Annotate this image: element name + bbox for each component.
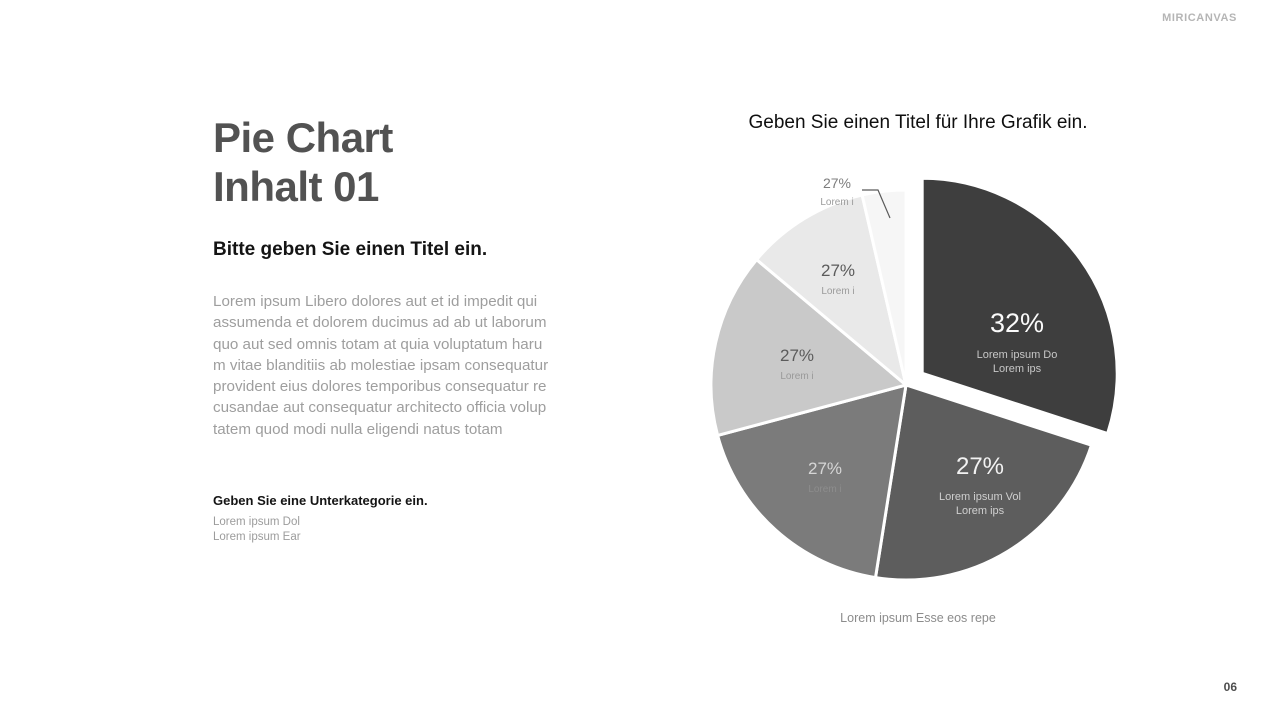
pie-slice-1 [920, 176, 1119, 435]
pie-slice-5 [755, 193, 908, 387]
pie-svg [709, 176, 1119, 582]
chart-area: Geben Sie einen Titel für Ihre Grafik ei… [696, 112, 1140, 642]
chart-caption: Lorem ipsum Esse eos repe [840, 611, 996, 625]
pie-callout-line [862, 189, 891, 219]
pie-slice-6 [860, 188, 908, 387]
subcategory-items: Lorem ipsum Dol Lorem ipsum Ear [213, 516, 301, 544]
brand-logo: MIRICANVAS [1162, 12, 1237, 24]
page-title: Pie Chart Inhalt 01 [213, 114, 393, 210]
pie-slice-3 [716, 383, 908, 580]
pie-slice-4 [709, 258, 908, 437]
subcategory-block: Geben Sie eine Unterkategorie ein. Lorem… [213, 493, 553, 545]
chart-title: Geben Sie einen Titel für Ihre Grafik ei… [748, 112, 1088, 133]
pie-chart: 32% Lorem ipsum Do Lorem ips 27% Lorem ipsum… [696, 165, 1136, 605]
slide-subtitle: Bitte geben Sie einen Titel ein. [213, 239, 488, 260]
left-panel: Pie Chart Inhalt 01 Bitte geben Sie eine… [213, 113, 553, 545]
pie-slice-2 [873, 383, 1093, 582]
subcategory-heading: Geben Sie eine Unterkategorie ein. [213, 493, 428, 509]
body-text: Lorem ipsum Libero dolores aut et id imp… [213, 293, 549, 438]
page-number: 06 [1223, 680, 1237, 694]
